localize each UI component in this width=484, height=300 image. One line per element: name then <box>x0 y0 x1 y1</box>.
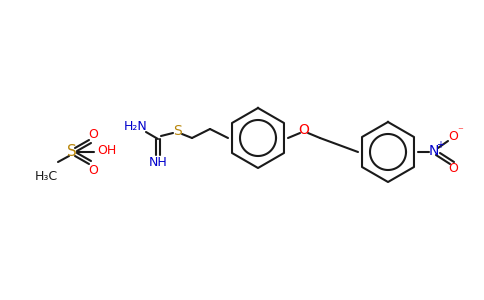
Text: O: O <box>88 128 98 140</box>
Text: NH: NH <box>149 157 167 169</box>
Text: +: + <box>436 140 444 150</box>
Text: H₂N: H₂N <box>124 121 148 134</box>
Text: S: S <box>174 124 182 138</box>
Text: O: O <box>448 161 458 175</box>
Text: S: S <box>67 145 77 160</box>
Text: O: O <box>299 123 309 137</box>
Text: N: N <box>429 144 439 158</box>
Text: O: O <box>448 130 458 142</box>
Text: ⁻: ⁻ <box>457 126 463 136</box>
Text: H₃C: H₃C <box>34 169 58 182</box>
Text: O: O <box>88 164 98 176</box>
Text: OH: OH <box>97 143 117 157</box>
